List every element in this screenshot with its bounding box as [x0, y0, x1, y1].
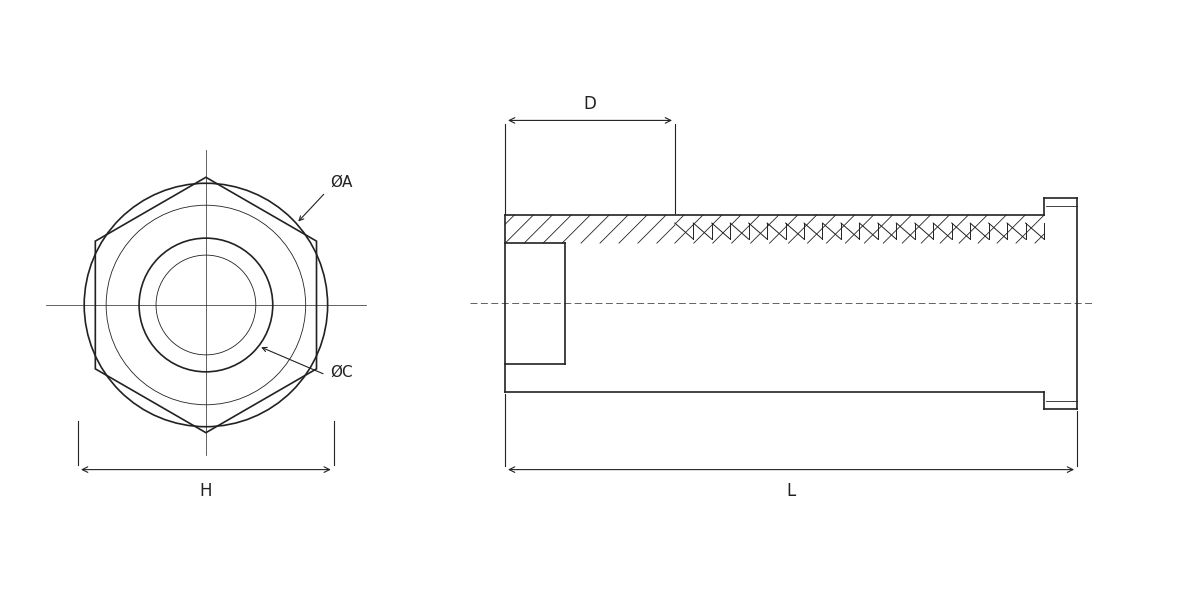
- Text: ØA: ØA: [331, 174, 353, 189]
- Text: L: L: [786, 482, 796, 500]
- Text: H: H: [199, 482, 212, 500]
- Text: ØC: ØC: [331, 365, 353, 380]
- Text: D: D: [583, 95, 596, 113]
